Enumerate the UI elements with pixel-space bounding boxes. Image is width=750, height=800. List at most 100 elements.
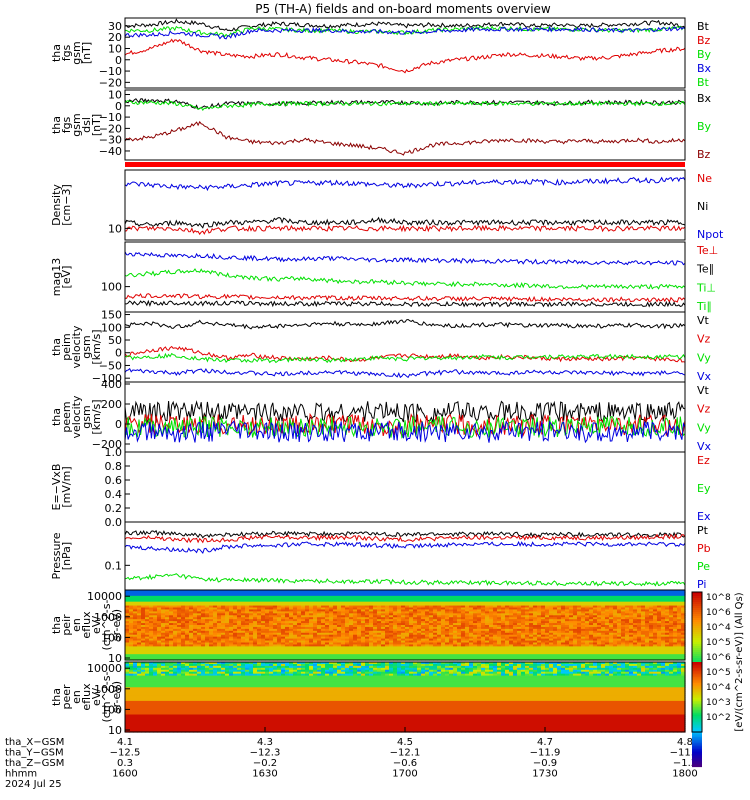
heatmap-cell (129, 599, 134, 603)
heatmap-cell (153, 599, 158, 603)
ytick-label: 10 (108, 89, 122, 102)
series-line-Bx (124, 25, 686, 40)
heatmap-cell (157, 591, 162, 595)
heatmap-cell (145, 656, 150, 659)
legend-Bx: Bx (697, 92, 712, 105)
heatmap-cell (169, 619, 174, 622)
heatmap-cell (149, 590, 154, 593)
heatmap-cell (165, 621, 170, 624)
heatmap-cell (173, 626, 178, 630)
heatmap-cell (169, 636, 174, 640)
heatmap-cell (145, 591, 150, 595)
legend-Ne: Ne (697, 172, 712, 185)
heatmap-cell (153, 613, 158, 616)
heatmap-cell (153, 611, 158, 614)
ytick-label: 0.1 (105, 559, 123, 572)
ytick-label: 10 (108, 222, 122, 235)
heatmap-cell (177, 601, 182, 605)
heatmap-cell (177, 609, 182, 612)
heatmap-cell (177, 607, 182, 611)
heatmap-cell (153, 652, 158, 655)
heatmap-cell (173, 640, 178, 644)
heatmap-cell (169, 611, 174, 614)
heatmap-cell (185, 593, 190, 597)
heatmap-cell (141, 619, 146, 622)
heatmap-cell (133, 603, 138, 607)
series-line-By (124, 100, 686, 111)
heatmap-cell (181, 611, 186, 614)
heatmap-cell (169, 607, 174, 611)
series-line-Pe (124, 540, 686, 554)
heatmap-cell (149, 613, 154, 616)
heatmap-cell (161, 654, 166, 657)
heatmap-cell (173, 607, 178, 611)
heatmap-cell (161, 628, 166, 632)
heatmap-cell (149, 605, 154, 609)
heatmap-cell (165, 595, 170, 599)
ytick-label: −100 (92, 372, 122, 385)
heatmap-cell (133, 642, 138, 646)
heatmap-cell (145, 599, 150, 603)
heatmap-cell (169, 603, 174, 607)
heatmap-cell (161, 638, 166, 642)
heatmap-cell (177, 628, 182, 632)
heatmap-cell (165, 609, 170, 612)
ytick-label: 30 (108, 20, 122, 33)
heatmap-cell (181, 603, 186, 607)
heatmap-cell (133, 619, 138, 622)
heatmap-cell (185, 613, 190, 616)
ylabel: tha (50, 44, 63, 62)
heatmap-cell (129, 648, 134, 651)
heatmap-cell (145, 615, 150, 618)
heatmap-cell (149, 628, 154, 632)
heatmap-cell (177, 617, 182, 620)
heatmap-cell (165, 617, 170, 620)
heatmap-cell (177, 591, 182, 595)
heatmap-cell (133, 601, 138, 605)
heatmap-cell (153, 650, 158, 653)
heatmap-cell (145, 623, 150, 626)
heatmap-cell (177, 634, 182, 638)
heatmap-cell (169, 593, 174, 597)
heatmap-cell (145, 642, 150, 646)
heatmap-cell (153, 648, 158, 651)
heatmap-cell (185, 599, 190, 603)
heatmap-cell (145, 648, 150, 651)
heatmap-cell (177, 656, 182, 659)
heatmap-cell (125, 609, 130, 612)
heatmap-cell (133, 613, 138, 616)
heatmap-cell (169, 601, 174, 605)
heatmap-cell (141, 613, 146, 616)
heatmap-cell (125, 656, 130, 659)
heatmap-cell (165, 638, 170, 642)
heatmap-cell (137, 632, 142, 636)
heatmap-cell (153, 630, 158, 634)
heatmap-cell (165, 632, 170, 636)
series-line-Npot (124, 224, 686, 236)
heatmap-cell (173, 642, 178, 646)
heatmap-cell (185, 597, 190, 601)
heatmap-cell (169, 590, 174, 593)
heatmap-cell (157, 595, 162, 599)
heatmap-cell (173, 621, 178, 624)
heatmap-cell (165, 607, 170, 611)
heatmap-cell (173, 613, 178, 616)
heatmap-cell (185, 619, 190, 622)
heatmap-cell (173, 630, 178, 634)
series-line-Pb (124, 533, 686, 544)
heatmap-cell (169, 632, 174, 636)
heatmap-cell (149, 623, 154, 626)
heatmap-cell (153, 609, 158, 612)
heatmap-cell (125, 654, 130, 657)
heatmap-cell (181, 621, 186, 624)
heatmap-cell (129, 628, 134, 632)
heatmap-cell (161, 640, 166, 644)
heatmap-cell (177, 615, 182, 618)
heatmap-cell (165, 590, 170, 593)
heatmap-cell (165, 593, 170, 597)
heatmap-cell (145, 654, 150, 657)
ylabel: [eV] (60, 266, 73, 289)
ylabel: [km/s] (90, 399, 103, 434)
heatmap-cell (137, 590, 142, 593)
